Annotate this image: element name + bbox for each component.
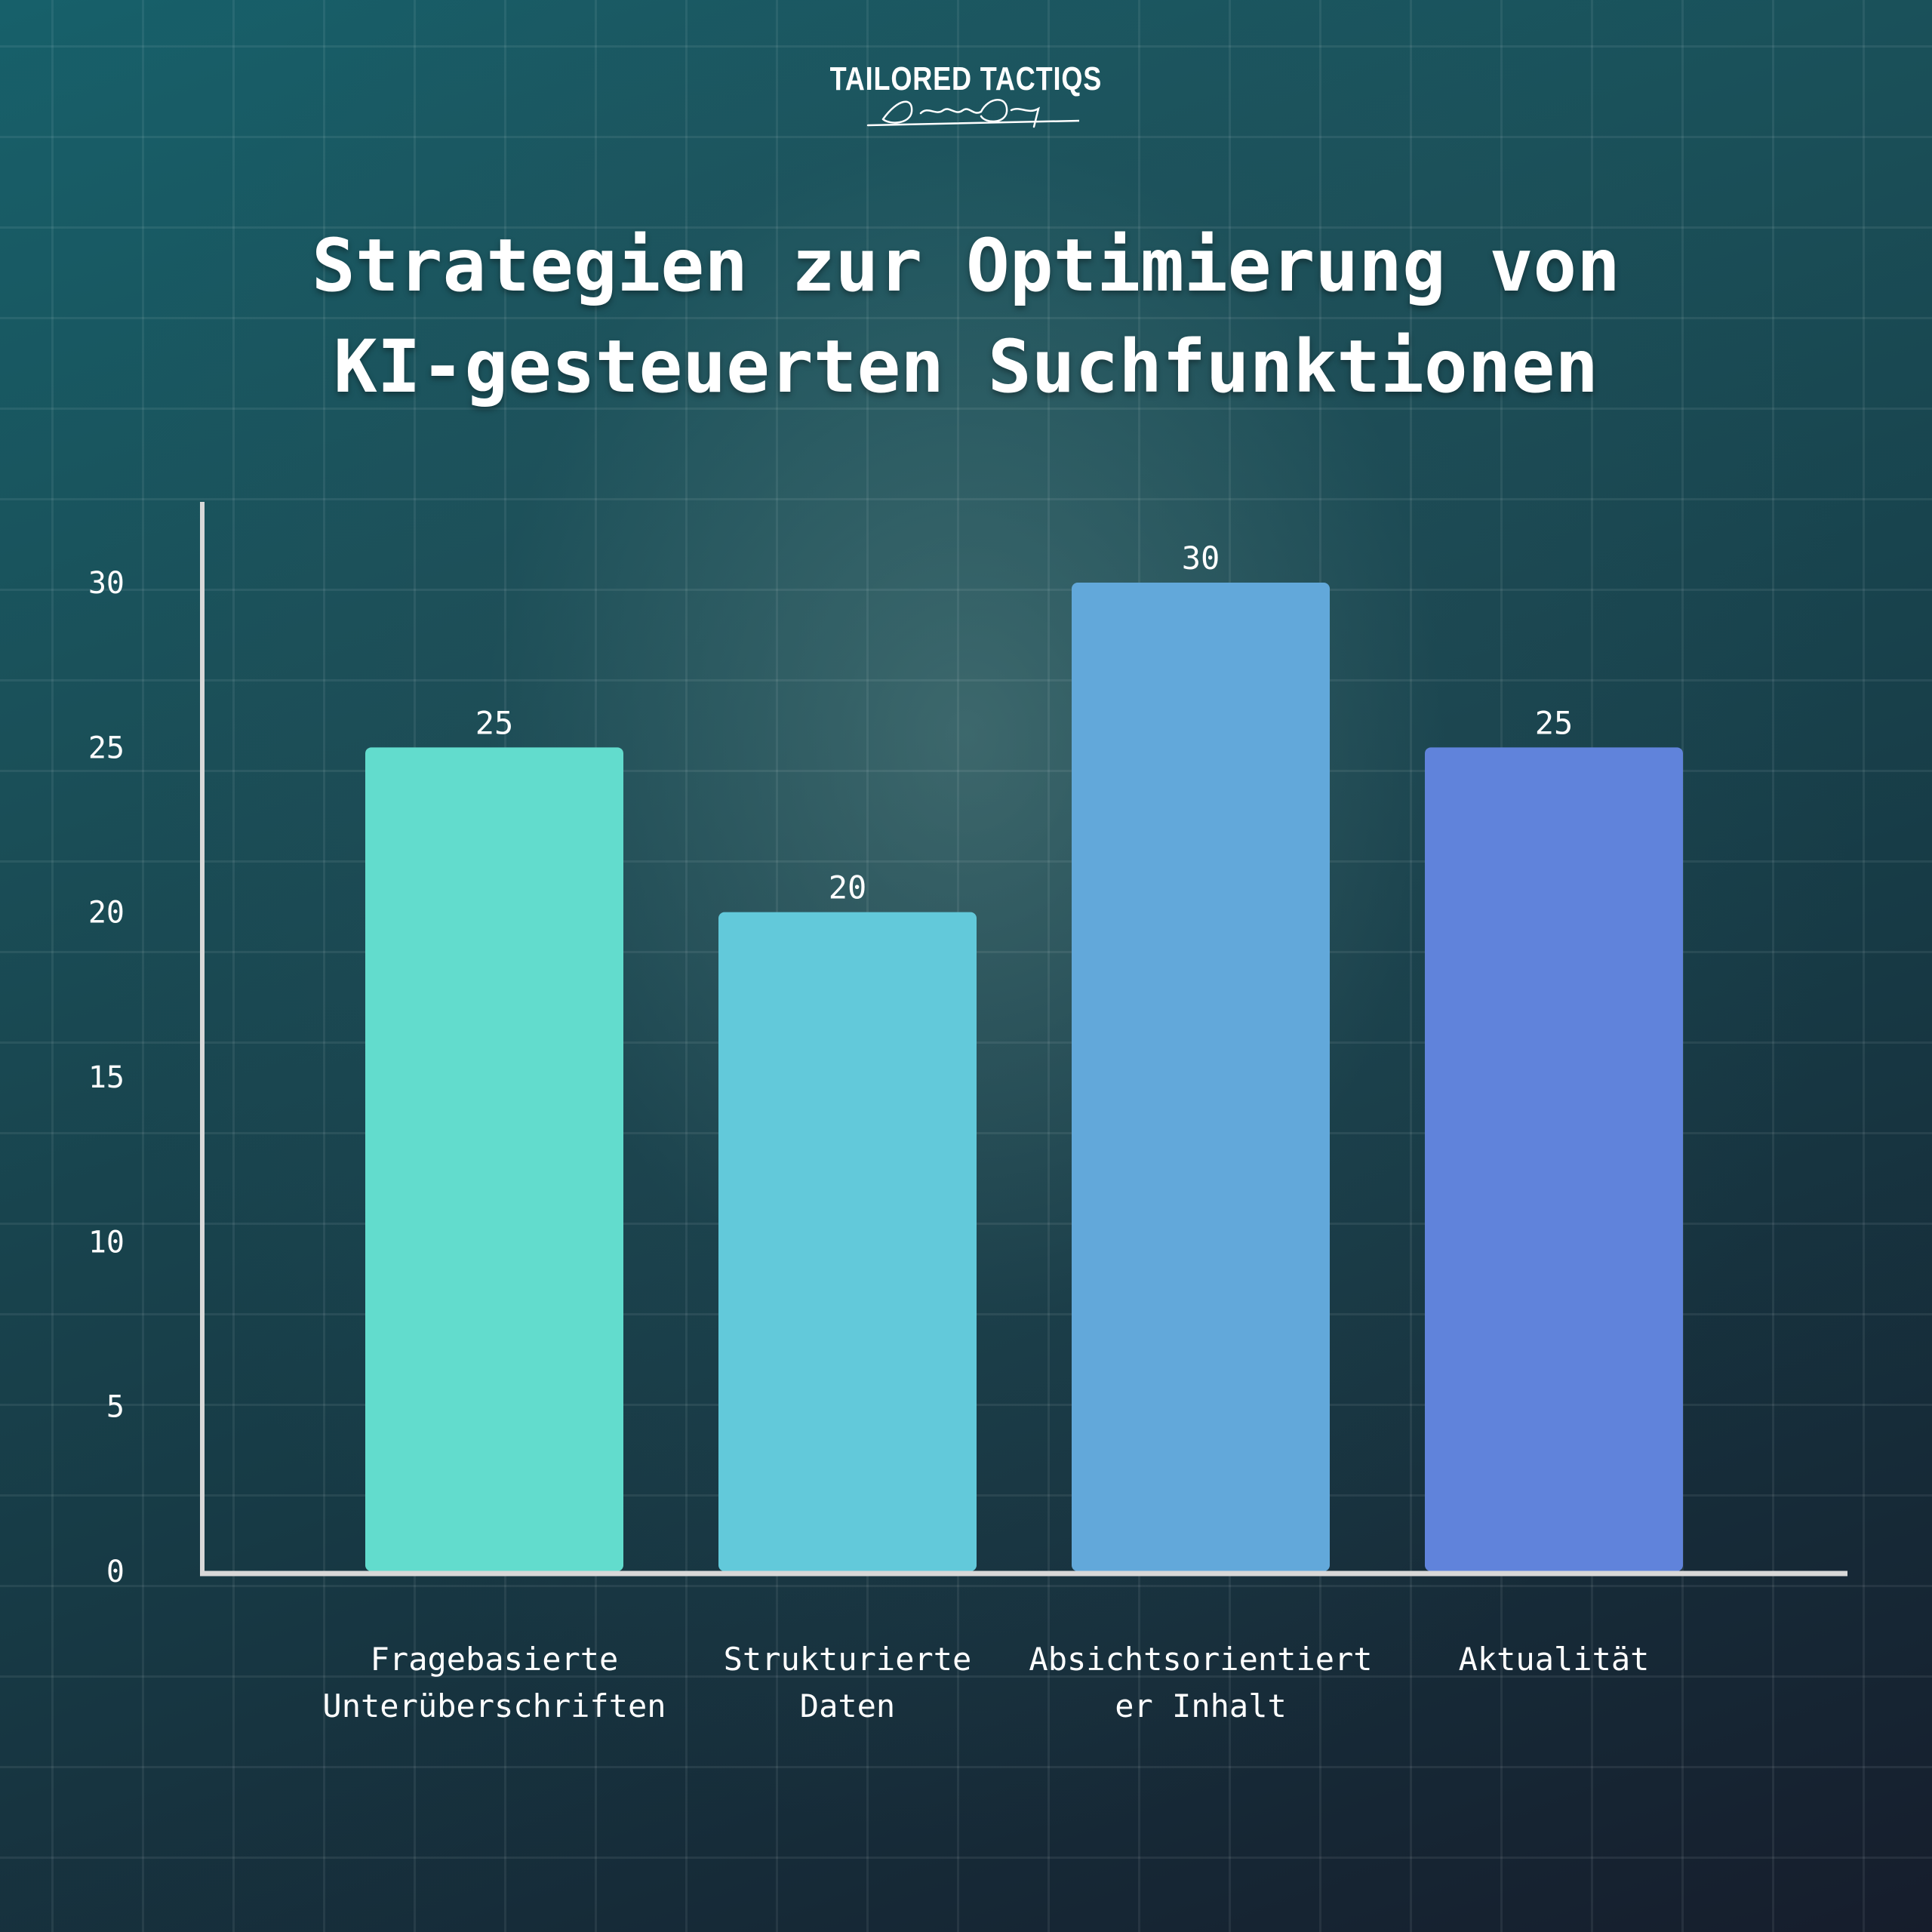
y-tick-label-20: 20 [88,896,125,931]
category-label-0-line-0: Fragebasierte [371,1641,619,1678]
bar-1 [718,912,977,1571]
y-axis-ticks: 0 5 10 15 20 25 30 [88,566,125,1589]
bar-0 [365,747,623,1572]
y-tick-label-0: 0 [106,1555,125,1589]
chart-title: Strategien zur Optimierung von KI-gesteu… [0,215,1932,417]
category-labels: Fragebasierte Unterüberschriften Strukturi… [322,1641,1649,1724]
category-label-1-line-1: Daten [800,1687,895,1724]
logo-wordmark: TAILORED TACTIQS [829,60,1103,97]
y-tick-label-25: 25 [88,731,125,765]
y-tick-label-30: 30 [88,566,125,601]
bars [365,583,1683,1572]
category-label-2-line-0: Absichtsorientiert [1029,1641,1372,1678]
value-label-1: 20 [829,869,867,906]
y-tick-label-5: 5 [106,1390,125,1425]
brand-logo: TAILORED TACTIQS [0,60,1932,128]
chart-title-line-2: KI-gesteuerten Suchfunktionen [333,325,1599,409]
category-label-3-line-0: Aktualität [1459,1641,1650,1678]
y-tick-label-10: 10 [88,1225,125,1260]
bar-2 [1072,583,1330,1571]
category-label-0-line-1: Unterüberschriften [322,1687,666,1724]
bar-3 [1425,747,1683,1572]
logo-signature [866,99,1079,128]
value-label-3: 25 [1535,704,1574,741]
category-label-2-line-1: er Inhalt [1115,1687,1287,1724]
y-tick-label-15: 15 [88,1060,125,1095]
value-label-2: 30 [1182,540,1220,577]
value-labels: 25 20 30 25 [475,540,1574,906]
category-label-1-line-0: Strukturierte [724,1641,972,1678]
chart-title-line-1: Strategien zur Optimierung von [312,223,1620,308]
value-label-0: 25 [475,704,514,741]
